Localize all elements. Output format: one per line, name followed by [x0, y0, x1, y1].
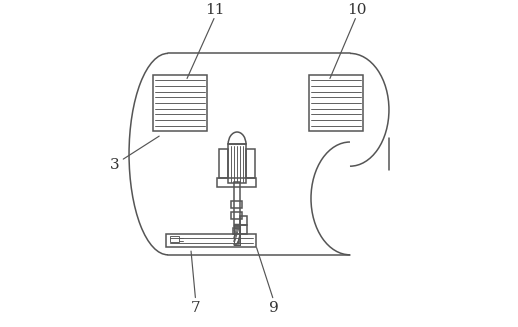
Bar	[170, 236, 179, 243]
Bar	[240, 225, 247, 234]
Bar	[232, 200, 242, 208]
Bar	[234, 182, 240, 226]
Text: 10: 10	[347, 3, 366, 17]
Bar	[166, 234, 256, 247]
Bar	[309, 75, 363, 131]
Text: 3: 3	[110, 159, 119, 172]
Bar	[228, 144, 246, 183]
Bar	[240, 216, 247, 225]
Bar	[232, 212, 242, 219]
Bar	[233, 228, 240, 234]
Bar	[219, 149, 228, 179]
Text: 9: 9	[269, 301, 279, 316]
Bar	[234, 224, 240, 245]
Bar	[246, 149, 255, 179]
Text: 7: 7	[191, 301, 200, 316]
Bar	[153, 75, 207, 131]
Bar	[218, 179, 256, 187]
Text: 11: 11	[206, 3, 225, 17]
